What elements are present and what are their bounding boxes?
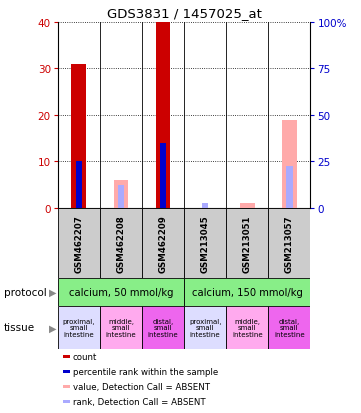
Text: GSM213051: GSM213051: [243, 215, 252, 272]
Bar: [268, 306, 310, 349]
Text: ▶: ▶: [49, 323, 56, 332]
Title: GDS3831 / 1457025_at: GDS3831 / 1457025_at: [106, 7, 262, 20]
Text: proximal,
small
intestine: proximal, small intestine: [189, 318, 221, 337]
Bar: [160, 143, 166, 209]
Bar: [63, 400, 70, 403]
Bar: [240, 204, 255, 209]
Bar: [63, 355, 70, 358]
Bar: [156, 23, 170, 209]
Bar: [184, 209, 226, 278]
Text: count: count: [73, 352, 97, 361]
Bar: [142, 209, 184, 278]
Text: ▶: ▶: [49, 287, 56, 297]
Text: tissue: tissue: [4, 323, 35, 332]
Bar: [226, 306, 268, 349]
Bar: [63, 370, 70, 373]
Text: GSM213057: GSM213057: [285, 215, 294, 272]
Bar: [268, 209, 310, 278]
Text: calcium, 150 mmol/kg: calcium, 150 mmol/kg: [192, 287, 303, 297]
Bar: [100, 209, 142, 278]
Bar: [114, 180, 128, 209]
Bar: [100, 306, 142, 349]
Bar: [202, 204, 209, 209]
Text: rank, Detection Call = ABSENT: rank, Detection Call = ABSENT: [73, 397, 205, 406]
Bar: [58, 209, 100, 278]
Bar: [63, 385, 70, 388]
Text: calcium, 50 mmol/kg: calcium, 50 mmol/kg: [69, 287, 173, 297]
Text: distal,
small
intestine: distal, small intestine: [274, 318, 305, 337]
Text: GSM462208: GSM462208: [117, 214, 125, 272]
Text: middle,
small
intestine: middle, small intestine: [232, 318, 262, 337]
Bar: [184, 306, 226, 349]
Text: protocol: protocol: [4, 287, 46, 297]
Bar: [118, 185, 124, 209]
Bar: [58, 306, 100, 349]
Text: GSM462207: GSM462207: [74, 214, 83, 272]
Text: proximal,
small
intestine: proximal, small intestine: [62, 318, 95, 337]
Bar: [142, 306, 184, 349]
Bar: [75, 162, 82, 209]
Text: GSM213045: GSM213045: [201, 215, 210, 272]
Bar: [226, 209, 268, 278]
Text: middle,
small
intestine: middle, small intestine: [106, 318, 136, 337]
Bar: [184, 278, 310, 306]
Text: value, Detection Call = ABSENT: value, Detection Call = ABSENT: [73, 382, 209, 391]
Text: GSM462209: GSM462209: [158, 214, 168, 272]
Text: distal,
small
intestine: distal, small intestine: [148, 318, 178, 337]
Bar: [286, 167, 293, 209]
Bar: [71, 64, 86, 209]
Bar: [282, 120, 297, 209]
Bar: [58, 278, 184, 306]
Text: percentile rank within the sample: percentile rank within the sample: [73, 367, 218, 376]
